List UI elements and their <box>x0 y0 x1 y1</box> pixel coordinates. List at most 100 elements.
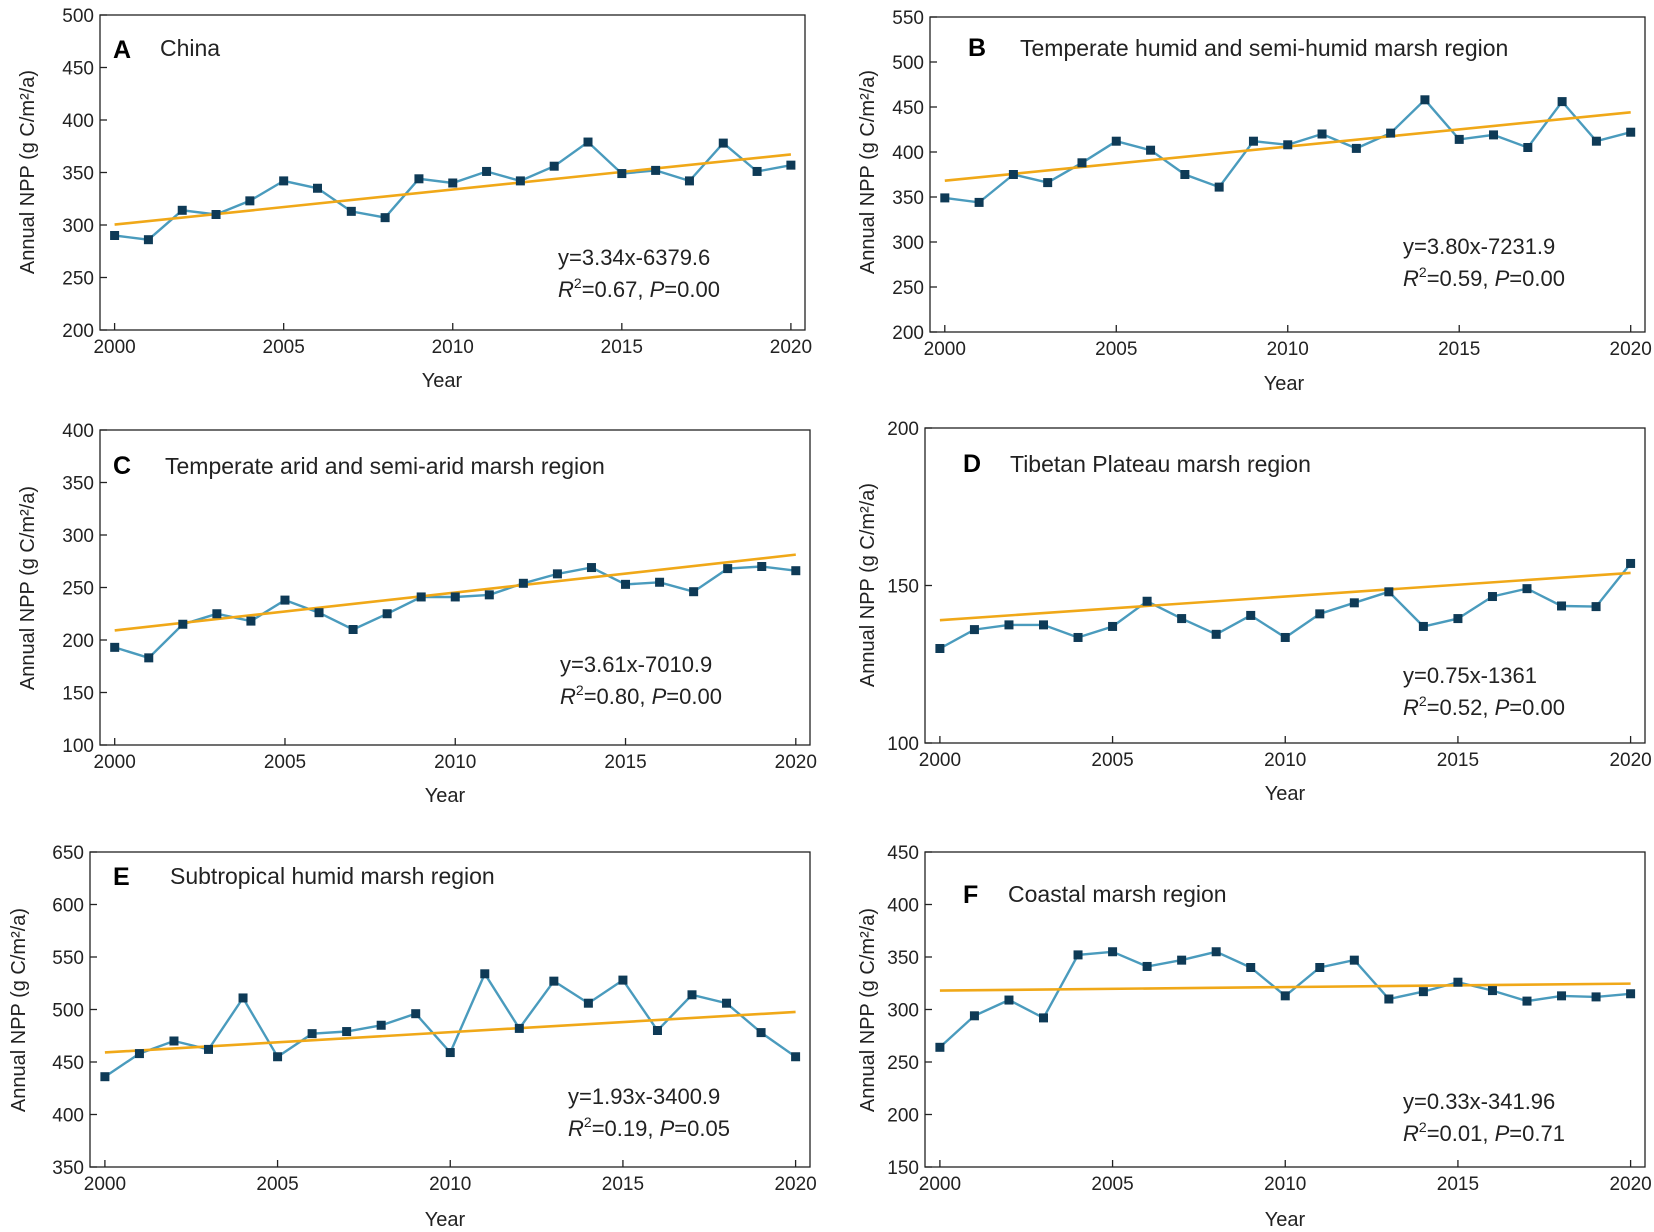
r2-value: =0.80, <box>584 684 652 709</box>
x-tick-label: 2020 <box>770 337 812 358</box>
data-point <box>1453 614 1463 624</box>
data-marks <box>935 947 1636 1052</box>
x-axis: 2000 2005 2010 2015 2020 <box>93 323 812 358</box>
data-point <box>618 975 628 985</box>
y-tick-label: 450 <box>52 1053 84 1074</box>
x-tick-label: 2015 <box>1437 1174 1479 1195</box>
x-tick-label: 2000 <box>84 1174 126 1195</box>
x-tick-label: 2005 <box>256 1174 298 1195</box>
x-tick-label: 2020 <box>774 1174 816 1195</box>
data-marks <box>110 137 796 245</box>
y-axis-title: Annual NPP (g C/m²/a) <box>857 483 879 687</box>
data-point <box>1039 1013 1049 1023</box>
r2-value: =0.01, <box>1427 1121 1495 1146</box>
panel-c: 2000 2005 2010 2015 2020 100 150 200 250 300 350 4… <box>17 421 817 807</box>
data-point <box>786 160 796 170</box>
data-point <box>1454 134 1464 144</box>
panel-a: 2000 2005 2010 2015 2020 200 250 300 350 400 450 5… <box>17 6 812 392</box>
data-point <box>1384 587 1394 597</box>
y-tick-label: 400 <box>892 143 924 164</box>
r2-value: =0.59, <box>1427 266 1495 291</box>
data-marks <box>935 558 1636 653</box>
data-point <box>1349 955 1359 965</box>
data-point <box>723 564 733 574</box>
data-point <box>1211 629 1221 639</box>
data-point <box>411 1009 421 1019</box>
y-axis-title: Annual NPP (g C/m²/a) <box>17 486 39 690</box>
data-point <box>1384 994 1394 1004</box>
panel-letter: F <box>963 881 978 909</box>
data-point <box>718 138 728 148</box>
x-tick-label: 2015 <box>601 337 643 358</box>
data-point <box>1557 991 1567 1001</box>
data-point <box>1246 610 1256 620</box>
y-tick-label: 250 <box>62 579 94 600</box>
x-tick-label: 2010 <box>1267 339 1309 360</box>
data-point <box>144 653 154 663</box>
trend-line <box>939 982 1631 992</box>
trend-line <box>104 1010 796 1054</box>
data-point <box>110 642 120 652</box>
y-tick-label: 300 <box>892 233 924 254</box>
y-tick-label: 600 <box>52 896 84 917</box>
y-tick-label: 400 <box>62 421 94 442</box>
panel-title: Temperate arid and semi-arid marsh regio… <box>165 453 605 479</box>
data-point <box>1591 992 1601 1002</box>
data-point <box>969 1011 979 1021</box>
data-point <box>1522 996 1532 1006</box>
x-tick-label: 2005 <box>263 337 305 358</box>
panel-f: 2000 2005 2010 2015 2020 150 200 250 300 350 400 4… <box>857 843 1652 1231</box>
y-tick-label: 400 <box>52 1106 84 1127</box>
x-axis-title: Year <box>425 1209 466 1231</box>
data-point <box>169 1036 179 1046</box>
data-point <box>651 165 661 175</box>
data-point <box>100 1072 110 1082</box>
data-point <box>376 1020 386 1030</box>
data-marks <box>100 969 801 1082</box>
data-point <box>1487 592 1497 602</box>
data-point <box>1108 947 1118 957</box>
y-axis: 100 150 200 <box>887 419 932 755</box>
x-tick-label: 2010 <box>1264 1174 1306 1195</box>
x-axis-title: Year <box>1264 373 1305 395</box>
y-tick-label: 450 <box>62 59 94 80</box>
panel-letter: E <box>113 863 130 891</box>
y-tick-label: 350 <box>52 1158 84 1179</box>
data-marks <box>940 95 1636 207</box>
data-point <box>177 205 187 215</box>
panel-b: 2000 2005 2010 2015 2020 200 250 300 350 400 450 5… <box>857 8 1652 395</box>
panel-title: Temperate humid and semi-humid marsh reg… <box>1020 35 1508 61</box>
y-tick-label: 300 <box>62 216 94 237</box>
x-tick-label: 2010 <box>429 1174 471 1195</box>
data-point <box>652 1026 662 1035</box>
data-point <box>178 619 188 629</box>
data-point <box>312 183 322 193</box>
r2-value: =0.19, <box>592 1116 660 1141</box>
p-value: =0.00 <box>1509 266 1565 291</box>
regression-equation: y=3.80x-7231.9 <box>1403 234 1555 259</box>
data-point <box>1211 947 1221 957</box>
y-axis: 200 250 300 350 400 450 500 550 <box>892 8 937 344</box>
y-axis: 150 200 250 300 350 400 450 <box>887 843 932 1179</box>
data-point <box>414 174 424 184</box>
data-point <box>1004 995 1014 1005</box>
x-axis: 2000 2005 2010 2015 2020 <box>919 736 1652 771</box>
data-point <box>1280 632 1290 642</box>
data-point <box>1315 609 1325 619</box>
x-tick-label: 2010 <box>432 337 474 358</box>
y-axis-title: Annual NPP (g C/m²/a) <box>857 908 879 1112</box>
y-tick-label: 550 <box>52 948 84 969</box>
x-tick-label: 2000 <box>919 750 961 771</box>
y-tick-label: 550 <box>892 8 924 29</box>
x-tick-label: 2015 <box>602 1174 644 1195</box>
x-tick-label: 2000 <box>94 752 136 773</box>
data-point <box>448 178 458 188</box>
data-point <box>1180 170 1190 179</box>
y-axis: 350 400 450 500 550 600 650 <box>52 843 97 1179</box>
data-point <box>348 625 358 634</box>
regression-equation: y=3.61x-7010.9 <box>560 652 712 677</box>
data-point <box>549 161 559 171</box>
data-point <box>1523 143 1533 152</box>
regression-stats: R2=0.59, P=0.00 <box>1403 264 1565 291</box>
data-point <box>515 176 525 186</box>
